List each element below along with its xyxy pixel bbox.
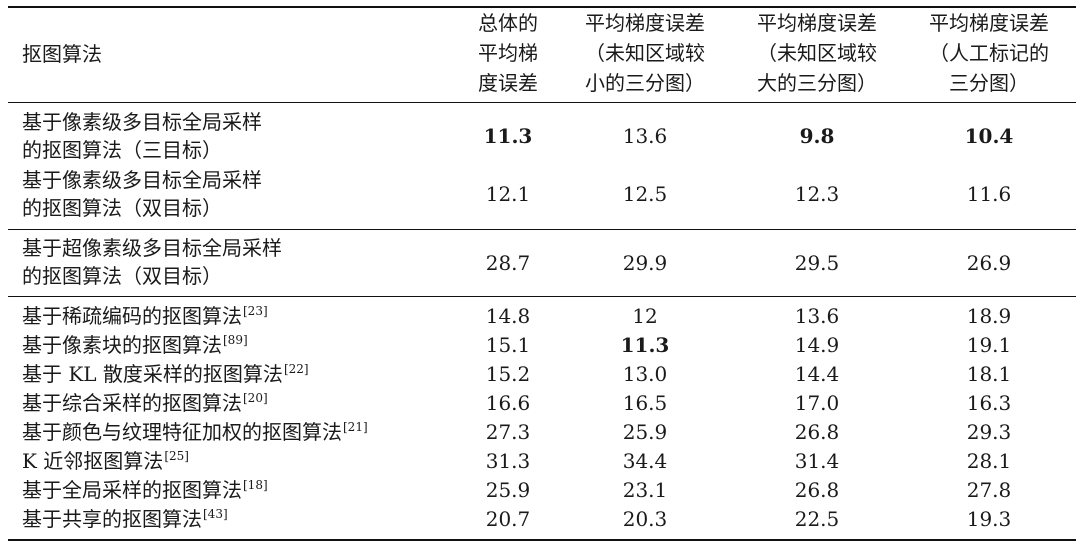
cell-value: 27.8 — [966, 478, 1012, 502]
header-col-large: 平均梯度误差 （未知区域较 大的三分图） — [757, 8, 877, 98]
method-name: 基于全局采样的抠图算法 — [22, 478, 242, 502]
header-col-manual: 平均梯度误差 （人工标记的 三分图） — [929, 8, 1049, 98]
cell-value: 31.3 — [485, 449, 531, 473]
cell-value: 13.0 — [622, 362, 668, 386]
cell-value: 19.1 — [966, 333, 1012, 357]
cell-value: 28.1 — [966, 449, 1012, 473]
cell-value: 29.5 — [794, 251, 840, 275]
header-line: 平均梯度误差 — [585, 11, 705, 35]
cell-value: 22.5 — [794, 507, 840, 531]
cell-value: 20.3 — [622, 507, 668, 531]
reference-marker: [89] — [223, 333, 248, 347]
cell-value: 11.3 — [483, 124, 533, 148]
cell-value: 26.8 — [794, 420, 840, 444]
cell-value: 28.7 — [485, 251, 531, 275]
cell-value: 29.9 — [622, 251, 668, 275]
cell-value: 16.6 — [485, 391, 531, 415]
method-name: 基于超像素级多目标全局采样 — [22, 236, 282, 260]
group-rule-2 — [8, 296, 1076, 297]
cell-value: 10.4 — [964, 124, 1014, 148]
cell-value: 13.6 — [794, 304, 840, 328]
cell-value: 11.3 — [620, 333, 670, 357]
header-col-small: 平均梯度误差 （未知区域较 小的三分图） — [585, 8, 705, 98]
reference-marker: [20] — [243, 391, 268, 405]
cell-value: 17.0 — [794, 391, 840, 415]
header-line: 大的三分图） — [757, 71, 877, 95]
method-name-cell: 基于全局采样的抠图算法[18] — [22, 476, 268, 504]
method-name: 的抠图算法（双目标） — [22, 196, 222, 220]
cell-value: 14.4 — [794, 362, 840, 386]
method-name: 基于像素级多目标全局采样 — [22, 168, 262, 192]
cell-value: 19.3 — [966, 507, 1012, 531]
cell-value: 12.5 — [622, 182, 668, 206]
cell-value: 16.3 — [966, 391, 1012, 415]
header-line: （人工标记的 — [929, 41, 1049, 65]
group-rule-1 — [8, 229, 1076, 230]
reference-marker: [21] — [343, 420, 368, 434]
method-name: 基于 KL 散度采样的抠图算法 — [22, 362, 283, 386]
header-method: 抠图算法 — [22, 42, 102, 66]
cell-value: 15.2 — [485, 362, 531, 386]
header-rule — [8, 102, 1076, 103]
cell-value: 13.6 — [622, 124, 668, 148]
cell-value: 20.7 — [485, 507, 531, 531]
cell-value: 15.1 — [485, 333, 531, 357]
cell-value: 18.1 — [966, 362, 1012, 386]
method-name: 的抠图算法（三目标） — [22, 138, 222, 162]
cell-value: 31.4 — [794, 449, 840, 473]
cell-value: 12.3 — [794, 182, 840, 206]
method-name: 基于像素级多目标全局采样 — [22, 110, 262, 134]
method-name-cell: 基于共享的抠图算法[43] — [22, 505, 228, 533]
method-name-cell: 基于像素块的抠图算法[89] — [22, 331, 248, 359]
cell-value: 25.9 — [485, 478, 531, 502]
cell-value: 34.4 — [622, 449, 668, 473]
header-line: 平均梯度误差 — [757, 11, 877, 35]
top-rule — [8, 6, 1076, 8]
method-name: 基于稀疏编码的抠图算法 — [22, 304, 242, 328]
method-name-cell: K 近邻抠图算法[25] — [22, 447, 189, 475]
header-col-overall: 总体的 平均梯 度误差 — [478, 8, 538, 98]
header-line: 三分图） — [949, 71, 1029, 95]
cell-value: 14.8 — [485, 304, 531, 328]
cell-value: 26.9 — [966, 251, 1012, 275]
cell-value: 29.3 — [966, 420, 1012, 444]
reference-marker: [43] — [203, 507, 228, 521]
method-name-cell: 基于颜色与纹理特征加权的抠图算法[21] — [22, 418, 368, 446]
cell-value: 25.9 — [622, 420, 668, 444]
cell-value: 18.9 — [966, 304, 1012, 328]
cell-value: 16.5 — [622, 391, 668, 415]
cell-value: 26.8 — [794, 478, 840, 502]
reference-marker: [18] — [243, 478, 268, 492]
header-line: 总体的 — [478, 11, 538, 35]
cell-value: 23.1 — [622, 478, 668, 502]
bottom-rule — [8, 539, 1076, 541]
cell-value: 14.9 — [794, 333, 840, 357]
method-name: 基于共享的抠图算法 — [22, 507, 202, 531]
method-name: 基于颜色与纹理特征加权的抠图算法 — [22, 420, 342, 444]
method-name-cell: 基于综合采样的抠图算法[20] — [22, 389, 268, 417]
header-line: （未知区域较 — [757, 41, 877, 65]
header-line: 度误差 — [478, 71, 538, 95]
method-name: 基于像素块的抠图算法 — [22, 333, 222, 357]
cell-value: 9.8 — [799, 124, 835, 148]
cell-value: 12 — [632, 304, 658, 328]
header-line: 平均梯度误差 — [929, 11, 1049, 35]
method-name: 基于综合采样的抠图算法 — [22, 391, 242, 415]
cell-value: 11.6 — [966, 182, 1012, 206]
header-line: 小的三分图） — [585, 71, 705, 95]
method-name: 的抠图算法（双目标） — [22, 264, 222, 288]
cell-value: 12.1 — [485, 182, 531, 206]
method-name-cell: 基于稀疏编码的抠图算法[23] — [22, 302, 268, 330]
header-line: 平均梯 — [478, 41, 538, 65]
method-name: K 近邻抠图算法 — [22, 449, 164, 473]
reference-marker: [23] — [243, 304, 268, 318]
reference-marker: [25] — [164, 449, 189, 463]
method-name-cell: 基于 KL 散度采样的抠图算法[22] — [22, 360, 309, 388]
reference-marker: [22] — [283, 362, 309, 376]
header-line: （未知区域较 — [585, 41, 705, 65]
cell-value: 27.3 — [485, 420, 531, 444]
